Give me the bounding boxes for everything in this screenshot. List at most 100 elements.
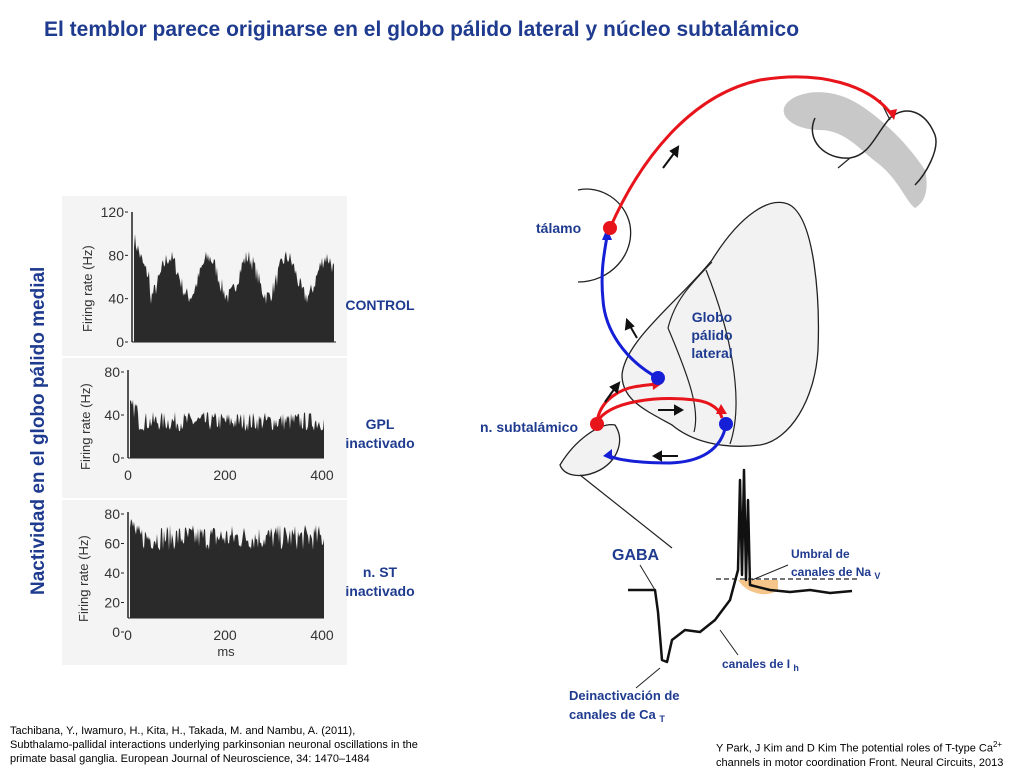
voltage-trace <box>628 468 853 664</box>
panel-1-y-tick-label: 0 <box>116 334 124 350</box>
panel-2-y-tick-label: 80 <box>104 364 120 380</box>
panel-3-y-tick-label: 80 <box>104 506 120 522</box>
stn-pointer-line <box>579 474 673 549</box>
panel-2-frame <box>62 358 347 498</box>
blue-arrowhead-thalamus <box>602 228 612 240</box>
panel-3-label-line-2: inactivado <box>345 583 415 599</box>
panel-3-y-tick-label: 40 <box>104 565 120 581</box>
panel-1-y-tick-label: 40 <box>108 291 124 307</box>
panel-1-label-line-1: CONTROL <box>345 297 415 313</box>
reference-right-sup: 2+ <box>992 740 1003 749</box>
panel-3-x-axis-label: ms <box>217 644 235 659</box>
panel-3-y-tick-label: 0 <box>112 624 120 640</box>
cortex-gyri-outline <box>811 110 937 186</box>
gp-inner-lamina-3 <box>705 269 737 445</box>
panel-1-frame <box>62 196 347 356</box>
reference-left: Tachibana, Y., Iwamuro, H., Kita, H., Ta… <box>10 724 480 766</box>
panel-2-label: GPL inactivado <box>325 415 435 453</box>
ih-label-text: canales de I <box>722 657 790 671</box>
reference-right: Y Park, J Kim and D Kim The potential ro… <box>716 738 1016 770</box>
arrow-right-head <box>674 404 685 416</box>
gp-inner-lamina-2 <box>667 261 713 329</box>
arrow-up-left <box>629 325 638 339</box>
gp-inner-lamina-1 <box>667 327 697 433</box>
panel-3-y-tick-label: 20 <box>104 595 120 611</box>
cat-label-line-1: Deinactivación de <box>569 688 680 703</box>
blue-pathway-gp-thalamus <box>600 235 659 380</box>
panel-2-x-tick-label: 200 <box>213 467 237 483</box>
stn-label: n. subtalámico <box>480 419 578 435</box>
panel-1-y-axis-label: Firing rate (Hz) <box>80 245 95 332</box>
red-pathway-stn-gp2 <box>595 397 724 423</box>
panel-1-label: CONTROL <box>325 296 435 315</box>
red-arrowhead-gp2 <box>716 404 727 414</box>
panel-2-label-line-2: inactivado <box>345 435 415 451</box>
panel-3-label-line-1: n. ST <box>362 564 398 580</box>
panel-3-y-axis-label: Firing rate (Hz) <box>76 535 91 622</box>
reference-right-line-2: channels in motor coordination Front. Ne… <box>716 756 1004 769</box>
cat-label-sub: T <box>659 714 665 724</box>
panel-2-y-tick-label: 40 <box>104 407 120 423</box>
panel-1-histogram <box>134 233 334 342</box>
red-arrowhead-cortex <box>887 109 897 120</box>
arrow-up-right-2 <box>604 387 616 403</box>
cortex-grey-fold <box>783 92 927 208</box>
cortex <box>783 92 937 208</box>
reference-left-line-1: Tachibana, Y., Iwamuro, H., Kita, H., Ta… <box>10 725 356 737</box>
gp-label-line-2: pálido <box>691 327 732 343</box>
ih-label: canales de I h <box>722 657 799 673</box>
na-threshold-line-2: canales de Na <box>791 565 871 579</box>
gaba-label: GABA <box>612 547 660 564</box>
ih-label-sub: h <box>793 663 799 673</box>
gp-node-2 <box>719 417 733 431</box>
panel-2-histogram <box>130 399 324 458</box>
thalamus-shape <box>577 188 632 283</box>
na-pointer <box>751 564 789 581</box>
ih-pointer <box>719 629 739 656</box>
membrane-trace <box>628 468 858 689</box>
thalamus-label: tálamo <box>536 220 581 236</box>
reference-right-text: Y Park, J Kim and D Kim The potential ro… <box>716 742 993 755</box>
panel-3-histogram <box>130 519 324 618</box>
stn-shape <box>559 424 621 477</box>
panel-3-x-tick-label: 0 <box>124 627 132 643</box>
cortex-sulcus-1 <box>837 157 851 169</box>
panel-3-x-tick-label: 200 <box>213 627 237 643</box>
gp-label-line-3: lateral <box>691 345 732 361</box>
na-threshold-line-1: Umbral de <box>791 547 850 561</box>
reference-left-line-2: Subthalamo-pallidal interactions underly… <box>10 739 418 751</box>
panel-2-y-axis-label: Firing rate (Hz) <box>78 383 93 470</box>
y-axis-title: Nactividad en el globo pálido medial <box>28 266 49 595</box>
red-arrowhead-gp <box>652 379 663 390</box>
red-pathway-thalamus-cortex <box>608 75 894 229</box>
arrow-up-left-head <box>624 317 635 331</box>
cat-label: Deinactivación de canales de Ca T <box>569 688 683 724</box>
cortex-sulcus-2 <box>879 99 891 121</box>
arrow-up-right-1-head <box>669 145 680 158</box>
slide-title: El temblor parece originarse en el globo… <box>44 18 800 41</box>
arrow-up-right-1 <box>662 151 676 169</box>
reference-left-line-3: primate basal ganglia. European Journal … <box>10 753 370 765</box>
panel-1-y-tick-label: 80 <box>108 247 124 263</box>
panel-3-x-tick-label: 400 <box>310 627 334 643</box>
panel-2-y-tick-label: 0 <box>112 450 120 466</box>
blue-arrowhead-stn <box>603 449 612 460</box>
panel-1-y-tick-label: 120 <box>101 204 125 220</box>
panel-2-x-tick-label: 400 <box>310 467 334 483</box>
blue-pathway-gp-stn <box>607 423 728 465</box>
panel-2-label-line-1: GPL <box>365 416 395 432</box>
panel-1: Firing rate (Hz) 120 80 40 0 <box>80 204 336 350</box>
na-threshold-label: Umbral de canales de Na V <box>791 547 880 581</box>
panel-2-x-tick-label: 0 <box>124 467 132 483</box>
cat-pointer <box>635 667 661 689</box>
arrow-up-right-2-head <box>609 381 621 394</box>
panel-3-y-tick-label: 60 <box>104 536 120 552</box>
panel-3-label: n. ST inactivado <box>325 563 435 601</box>
reference-right-line-1: Y Park, J Kim and D Kim The potential ro… <box>716 738 1016 756</box>
arrow-left-head <box>651 450 662 462</box>
thalamus-node <box>603 221 617 235</box>
red-pathway-stn-gp <box>595 382 656 423</box>
